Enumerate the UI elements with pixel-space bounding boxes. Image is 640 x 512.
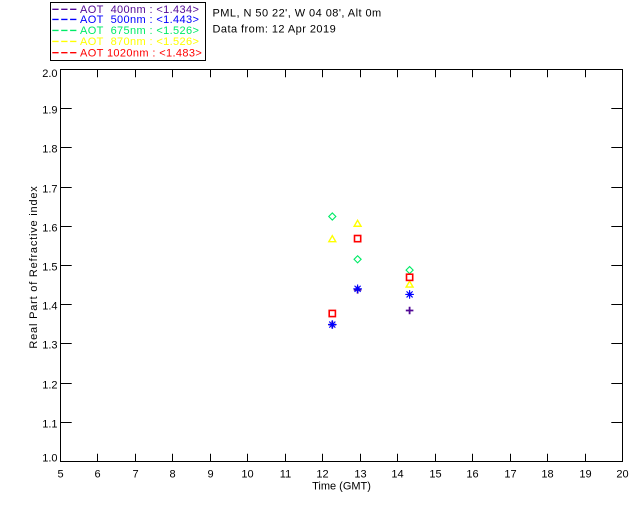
svg-text:8: 8 xyxy=(169,468,175,480)
svg-text:17: 17 xyxy=(504,468,516,480)
svg-text:13: 13 xyxy=(354,468,366,480)
svg-text:19: 19 xyxy=(579,468,591,480)
svg-text:Data from: 12 Apr 2019: Data from: 12 Apr 2019 xyxy=(213,23,337,35)
svg-text:PML, N 50 22', W 04 08', Alt 0: PML, N 50 22', W 04 08', Alt 0m xyxy=(213,8,382,20)
svg-text:11: 11 xyxy=(280,468,291,480)
svg-text:10: 10 xyxy=(241,468,253,480)
svg-text:1.2: 1.2 xyxy=(42,379,57,391)
svg-text:AOT 500nm : <1.443>: AOT 500nm : <1.443> xyxy=(80,14,199,26)
svg-text:6: 6 xyxy=(94,468,100,480)
svg-text:5: 5 xyxy=(57,468,63,480)
svg-text:Real Part of Refractive index: Real Part of Refractive index xyxy=(28,185,40,348)
svg-text:1.4: 1.4 xyxy=(42,300,57,312)
svg-text:1.3: 1.3 xyxy=(42,339,57,351)
svg-text:AOT 870nm : <1.526>: AOT 870nm : <1.526> xyxy=(80,36,199,48)
svg-text:12: 12 xyxy=(316,468,328,480)
svg-text:1.9: 1.9 xyxy=(42,104,57,116)
svg-text:15: 15 xyxy=(429,468,441,480)
svg-text:7: 7 xyxy=(132,468,138,480)
svg-text:14: 14 xyxy=(391,468,403,480)
svg-text:AOT 400nm : <1.434>: AOT 400nm : <1.434> xyxy=(80,4,199,16)
svg-text:2.0: 2.0 xyxy=(42,68,57,80)
svg-text:9: 9 xyxy=(207,468,213,480)
svg-text:AOT 1020nm : <1.483>: AOT 1020nm : <1.483> xyxy=(80,47,202,59)
svg-text:1.6: 1.6 xyxy=(42,222,57,234)
svg-text:20: 20 xyxy=(616,468,628,480)
svg-text:AOT 675nm : <1.526>: AOT 675nm : <1.526> xyxy=(80,25,199,37)
svg-text:Time (GMT): Time (GMT) xyxy=(312,481,371,493)
svg-text:1.7: 1.7 xyxy=(42,183,57,195)
svg-text:18: 18 xyxy=(541,468,553,480)
svg-text:1.8: 1.8 xyxy=(42,143,57,155)
svg-text:1.0: 1.0 xyxy=(42,452,57,464)
svg-text:16: 16 xyxy=(466,468,478,480)
svg-text:1.5: 1.5 xyxy=(42,261,57,273)
svg-text:1.1: 1.1 xyxy=(42,418,57,430)
